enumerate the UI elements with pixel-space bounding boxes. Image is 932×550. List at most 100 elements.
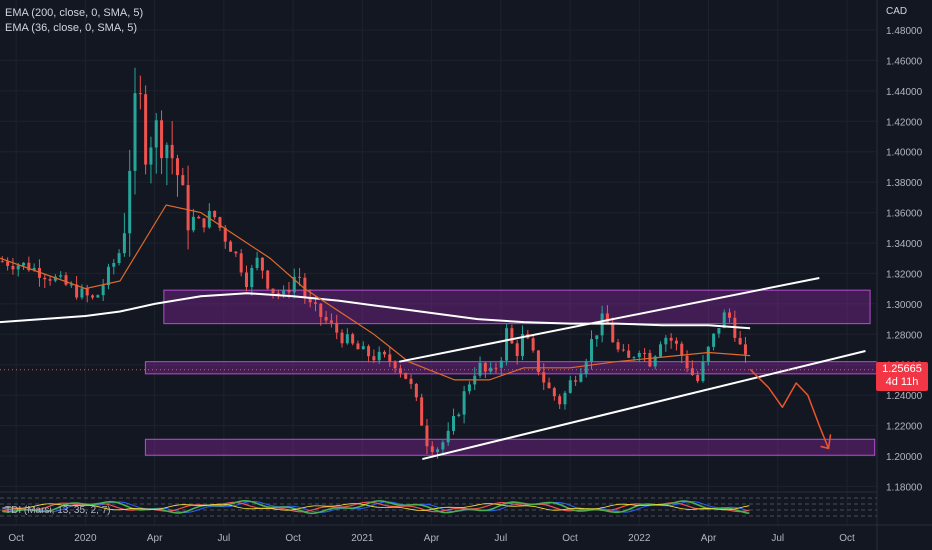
candle-body <box>398 368 402 373</box>
candle-body <box>27 262 31 271</box>
candle-body <box>202 218 206 228</box>
candle-body <box>255 257 259 268</box>
candle-body <box>6 261 10 266</box>
last-price-value: 1.25665 <box>882 363 922 375</box>
candle-body <box>616 342 620 350</box>
candle-body <box>674 340 678 344</box>
candle-body <box>584 361 588 374</box>
tdi-legend[interactable]: TDI (Marsi, 13, 35, 2, 7) <box>5 505 111 516</box>
candle-body <box>0 261 4 263</box>
candle-body <box>420 397 424 426</box>
candle-body <box>738 337 742 345</box>
candle-body <box>483 362 487 372</box>
candle-body <box>388 354 392 362</box>
candle-body <box>377 351 381 361</box>
candle-body <box>128 170 132 234</box>
candle-body <box>712 333 716 347</box>
candle-body <box>563 392 567 405</box>
candle-body <box>367 346 371 357</box>
x-tick-label: Apr <box>424 533 440 544</box>
candle-body <box>632 357 636 359</box>
candle-body <box>536 350 540 373</box>
candle-body <box>165 144 169 159</box>
x-tick-label: Oct <box>8 533 24 544</box>
candle-body <box>690 368 694 376</box>
candle-body <box>313 302 317 304</box>
candle-body <box>340 332 344 344</box>
candle-body <box>175 158 179 176</box>
candle-body <box>308 297 312 303</box>
candle-body <box>627 350 631 358</box>
ema-36-line <box>0 204 751 381</box>
x-tick-label: Oct <box>285 533 301 544</box>
candle-body <box>696 375 700 382</box>
candle-body <box>669 337 673 341</box>
candle-body <box>303 277 307 298</box>
y-tick-label: 1.30000 <box>886 300 923 311</box>
candle-body <box>382 351 386 355</box>
candle-body <box>101 285 105 296</box>
tdi-line <box>2 500 750 514</box>
candle-body <box>234 251 238 254</box>
candle-body <box>510 328 514 344</box>
candle-body <box>372 356 376 361</box>
candle-body <box>351 334 355 344</box>
candle-body <box>239 253 243 273</box>
legend-ema36[interactable]: EMA (36, close, 0, SMA, 5) <box>5 22 138 34</box>
candle-body <box>43 277 47 280</box>
last-price-tag: 1.25665 4d 11h <box>876 362 928 391</box>
candle-body <box>292 276 296 293</box>
candle-body <box>409 378 413 384</box>
candle-body <box>489 367 493 372</box>
trendlines <box>0 277 877 461</box>
candle-body <box>356 343 360 350</box>
candle-body <box>701 361 705 382</box>
x-tick-label: 2020 <box>74 533 97 544</box>
projection-arrowhead <box>820 434 832 450</box>
candle-body <box>32 267 36 271</box>
y-tick-label: 1.24000 <box>886 391 923 402</box>
x-tick-label: Jul <box>771 533 784 544</box>
candle-body <box>436 449 440 453</box>
candle-body <box>728 312 732 318</box>
y-tick-label: 1.48000 <box>886 26 923 37</box>
candle-body <box>611 323 615 343</box>
y-tick-label: 1.44000 <box>886 87 923 98</box>
support-resistance-zone <box>144 438 876 456</box>
tdi-pane <box>0 491 877 517</box>
candle-body <box>260 257 264 271</box>
candle-body <box>531 338 535 351</box>
candle-body <box>648 352 652 367</box>
candle-body <box>170 144 174 159</box>
candle-body <box>271 288 275 294</box>
y-tick-label: 1.22000 <box>886 422 923 433</box>
candle-body <box>160 120 164 159</box>
grid <box>0 0 877 525</box>
candle-body <box>69 284 73 286</box>
candle-body <box>568 380 572 393</box>
candle-body <box>467 384 471 392</box>
candle-body <box>229 241 233 252</box>
candle-body <box>505 328 509 361</box>
y-tick-label: 1.46000 <box>886 56 923 67</box>
candle-body <box>64 275 68 285</box>
candle-body <box>22 262 26 266</box>
candle-body <box>542 372 546 383</box>
candle-body <box>499 360 503 368</box>
y-tick-label: 1.18000 <box>886 482 923 493</box>
candle-body <box>605 313 609 324</box>
candle-body <box>11 265 15 270</box>
candle-body <box>547 382 551 389</box>
candle-body <box>653 356 657 367</box>
candle-body <box>659 344 663 357</box>
currency-label: CAD <box>886 6 908 17</box>
legend-ema200[interactable]: EMA (200, close, 0, SMA, 5) <box>5 7 144 19</box>
candle-body <box>138 93 142 95</box>
candle-body <box>595 335 599 340</box>
candle-body <box>48 279 52 281</box>
candle-body <box>393 361 397 369</box>
tdi-line <box>2 503 750 511</box>
candle-body <box>218 217 222 228</box>
candle-body <box>213 210 217 218</box>
